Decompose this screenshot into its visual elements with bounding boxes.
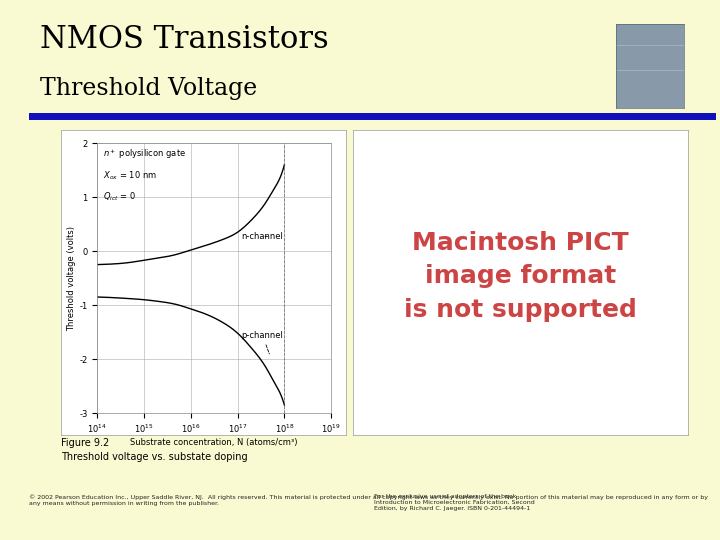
Text: Threshold voltage vs. substate doping: Threshold voltage vs. substate doping [61,452,248,462]
Text: NMOS Transistors: NMOS Transistors [40,24,328,55]
Y-axis label: Threshold voltage (volts): Threshold voltage (volts) [68,226,76,330]
Text: p-channel: p-channel [241,330,283,354]
Text: n-channel: n-channel [241,232,283,241]
Text: For the exclusive use of adopters of the book
Introduction to Microelectronic Fa: For the exclusive use of adopters of the… [374,494,535,511]
Text: Figure 9.2: Figure 9.2 [61,438,109,449]
X-axis label: Substrate concentration, N (atoms/cm³): Substrate concentration, N (atoms/cm³) [130,438,298,447]
Text: © 2002 Pearson Education Inc., Upper Saddle River, NJ.  All rights reserved. Thi: © 2002 Pearson Education Inc., Upper Sad… [29,494,708,505]
Text: $Q_{ict}$ = 0: $Q_{ict}$ = 0 [102,191,135,203]
Text: $n^+$ polysilicon gate: $n^+$ polysilicon gate [102,147,186,160]
Text: Threshold Voltage: Threshold Voltage [40,77,257,100]
Text: Macintosh PICT
image format
is not supported: Macintosh PICT image format is not suppo… [404,231,636,321]
Text: $X_{ox}$ = 10 nm: $X_{ox}$ = 10 nm [102,169,156,181]
